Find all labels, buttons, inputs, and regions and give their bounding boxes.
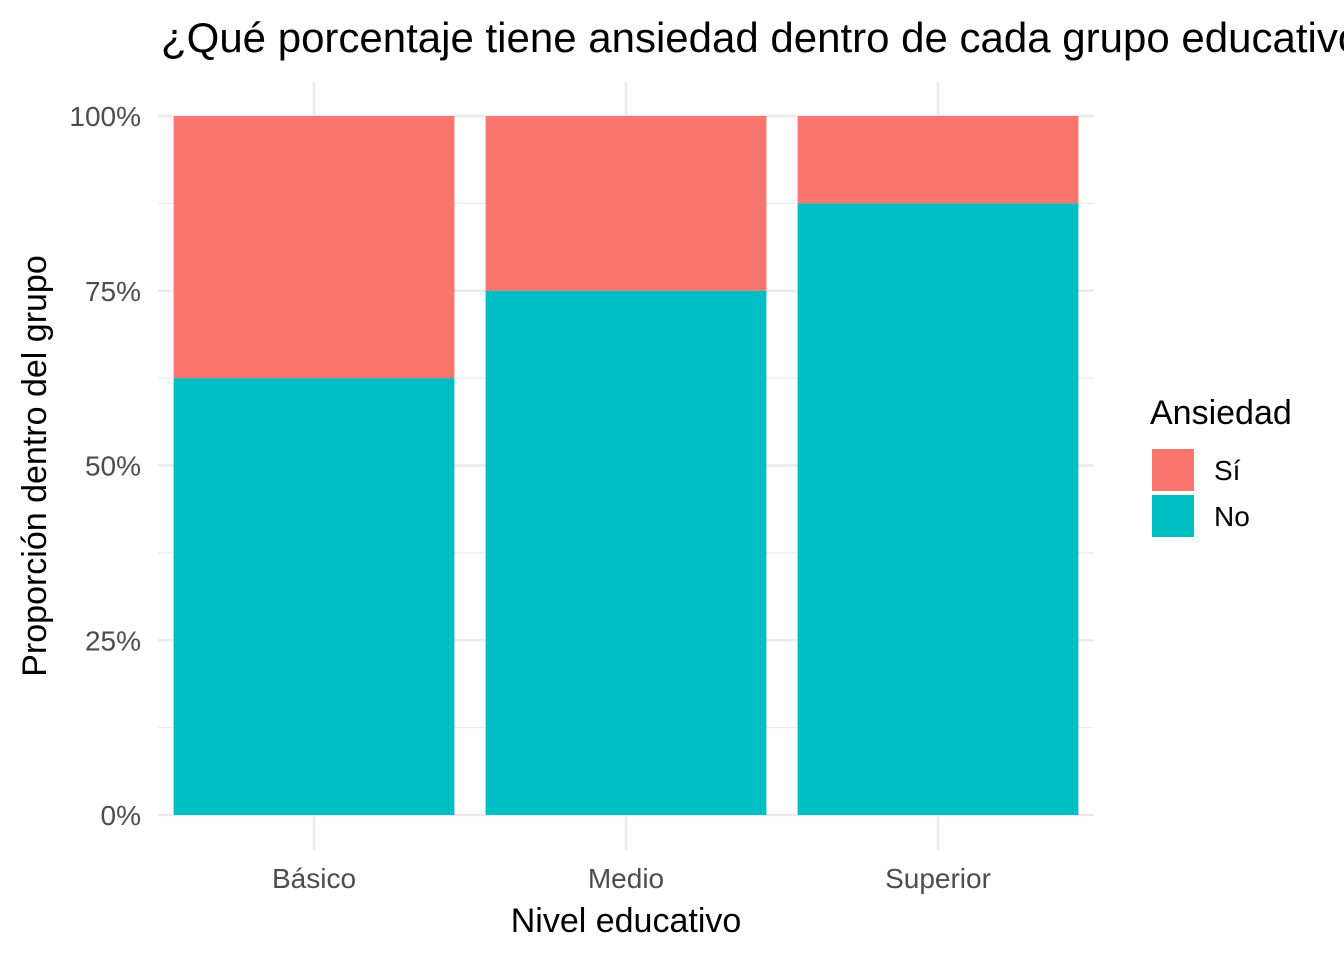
legend-key xyxy=(1152,495,1194,537)
y-tick-label: 100% xyxy=(69,101,141,132)
x-tick-label: Superior xyxy=(885,863,991,894)
bars xyxy=(173,116,1079,815)
x-tick-label: Medio xyxy=(588,863,664,894)
y-axis-title: Proporción dentro del grupo xyxy=(16,255,54,677)
y-tick-label: 0% xyxy=(101,800,141,831)
bar-segment xyxy=(485,290,767,815)
chart-title: ¿Qué porcentaje tiene ansiedad dentro de… xyxy=(161,14,1344,61)
y-tick-labels: 0% 25% 50% 75% 100% xyxy=(69,101,141,831)
y-tick-label: 75% xyxy=(85,276,141,307)
bar-segment xyxy=(797,203,1079,815)
y-tick-label: 50% xyxy=(85,451,141,482)
bar-segment xyxy=(797,116,1079,204)
x-tick-label: Básico xyxy=(272,863,356,894)
bar-segment xyxy=(485,116,767,291)
bar-segment xyxy=(173,378,455,815)
legend-key xyxy=(1152,449,1194,491)
bar-segment xyxy=(173,116,455,379)
legend: Ansiedad Sí No xyxy=(1150,394,1292,537)
y-tick-label: 25% xyxy=(85,625,141,656)
legend-label: No xyxy=(1214,501,1250,532)
x-axis-title: Nivel educativo xyxy=(511,902,742,940)
legend-title: Ansiedad xyxy=(1150,394,1292,432)
legend-label: Sí xyxy=(1214,455,1241,486)
x-tick-labels: Básico Medio Superior xyxy=(272,863,991,894)
